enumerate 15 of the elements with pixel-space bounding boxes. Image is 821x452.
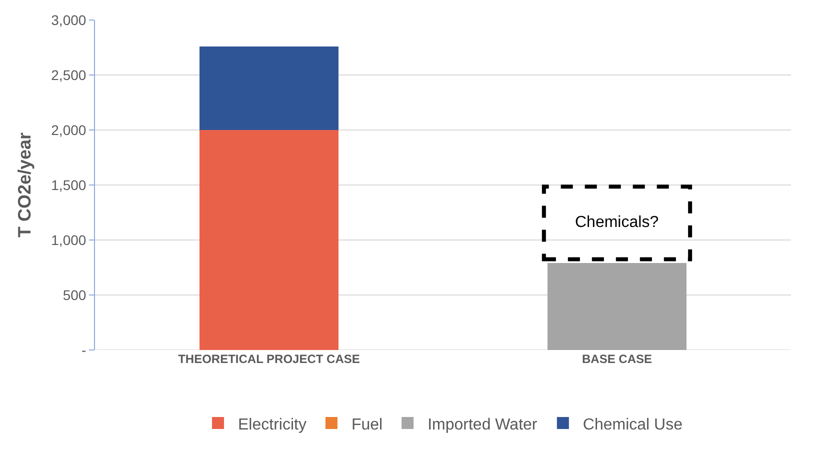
legend-label: Electricity xyxy=(238,416,306,434)
y-tick-label: 2,500 xyxy=(51,66,86,83)
y-tick-label: 3,000 xyxy=(51,12,86,28)
annotation: Chemicals? xyxy=(575,214,659,231)
x-tick-label: BASE CASE xyxy=(582,352,652,366)
legend-label: Fuel xyxy=(351,416,383,434)
y-tick-label: 2,000 xyxy=(51,122,86,138)
legend-label: Imported Water xyxy=(428,416,538,434)
y-axis-title: T CO2e/year xyxy=(14,132,34,238)
y-tick-label: - xyxy=(82,342,87,358)
y-tick-label: 500 xyxy=(62,286,86,303)
y-tick-label: 1,000 xyxy=(51,232,86,248)
legend-label: Chemical Use xyxy=(582,416,683,434)
y-tick-label: 1,500 xyxy=(51,176,86,193)
x-tick-label: THEORETICAL PROJECT CASE xyxy=(178,352,360,366)
